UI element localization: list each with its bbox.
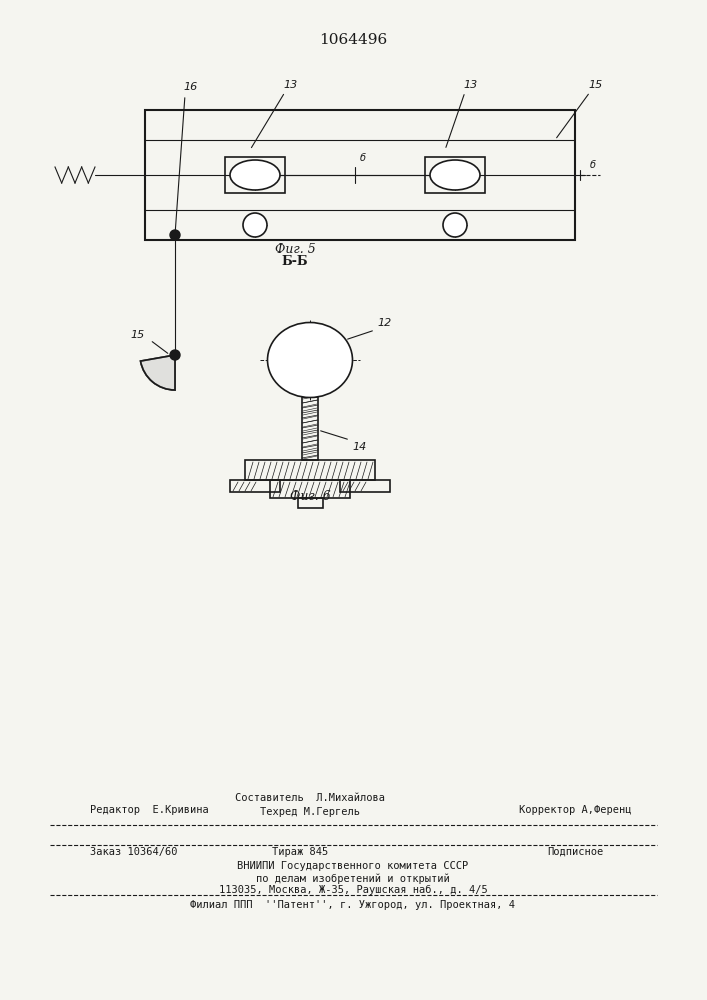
Text: Филиал ППП  ''Патент'', г. Ужгород, ул. Проектная, 4: Филиал ППП ''Патент'', г. Ужгород, ул. П… — [190, 900, 515, 910]
Text: Тираж 845: Тираж 845 — [272, 847, 328, 857]
Bar — [298, 498, 323, 508]
Text: Фиг. 6: Фиг. 6 — [290, 490, 330, 503]
Ellipse shape — [230, 160, 280, 190]
Text: 13: 13 — [463, 80, 477, 90]
Text: б: б — [360, 153, 366, 163]
Text: Б-Б: Б-Б — [281, 255, 308, 268]
Bar — [225, 157, 285, 193]
Text: 13: 13 — [283, 80, 297, 90]
Bar — [270, 480, 350, 498]
Text: 15: 15 — [588, 80, 602, 90]
Text: б: б — [590, 160, 596, 170]
Text: Техред М.Гергель: Техред М.Гергель — [260, 807, 360, 817]
Text: 1064496: 1064496 — [319, 33, 387, 47]
Text: 15: 15 — [130, 330, 144, 340]
Circle shape — [170, 230, 180, 240]
Bar — [230, 480, 280, 492]
Bar — [425, 157, 485, 193]
Circle shape — [170, 350, 180, 360]
Text: по делам изобретений и открытий: по делам изобретений и открытий — [256, 873, 450, 884]
Text: 12: 12 — [377, 318, 391, 328]
Text: Корректор А,Ференц: Корректор А,Ференц — [519, 805, 631, 815]
Text: Заказ 10364/60: Заказ 10364/60 — [90, 847, 177, 857]
Bar — [145, 110, 575, 240]
Circle shape — [243, 213, 267, 237]
Ellipse shape — [430, 160, 480, 190]
Text: 16: 16 — [183, 82, 197, 92]
Wedge shape — [141, 355, 175, 390]
Bar — [340, 480, 390, 492]
Text: ВНИИПИ Государственного комитета СССР: ВНИИПИ Государственного комитета СССР — [238, 861, 469, 871]
Text: 113035, Москва, Ж-35, Раушская наб., д. 4/5: 113035, Москва, Ж-35, Раушская наб., д. … — [218, 885, 487, 895]
Text: Фиг. 5: Фиг. 5 — [274, 243, 315, 256]
Text: Подписное: Подписное — [547, 847, 603, 857]
Text: 14: 14 — [352, 442, 366, 452]
Bar — [245, 460, 375, 480]
Circle shape — [443, 213, 467, 237]
Text: Составитель  Л.Михайлова: Составитель Л.Михайлова — [235, 793, 385, 803]
Bar — [302, 397, 318, 460]
Ellipse shape — [267, 322, 353, 397]
Text: Редактор  Е.Кривина: Редактор Е.Кривина — [90, 805, 209, 815]
